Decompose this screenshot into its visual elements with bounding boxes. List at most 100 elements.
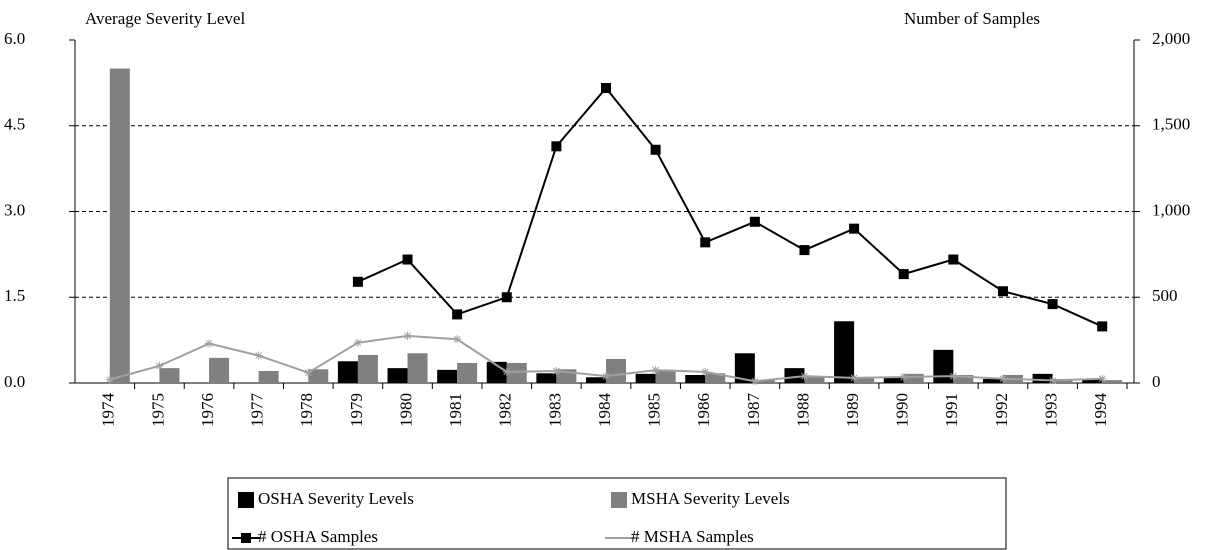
marker bbox=[205, 339, 214, 348]
legend-swatch bbox=[611, 492, 627, 508]
marker bbox=[403, 331, 412, 340]
legend-marker bbox=[241, 533, 251, 543]
marker bbox=[750, 377, 759, 386]
bar bbox=[606, 358, 626, 383]
marker bbox=[850, 373, 859, 382]
x-tick-label: 1991 bbox=[942, 393, 961, 427]
legend-label: OSHA Severity Levels bbox=[258, 489, 414, 508]
marker bbox=[700, 237, 711, 248]
bar bbox=[506, 362, 527, 383]
bar bbox=[159, 368, 180, 383]
bar bbox=[685, 374, 706, 383]
bar bbox=[734, 353, 755, 383]
marker bbox=[352, 276, 363, 287]
x-tick-label: 1989 bbox=[843, 393, 862, 427]
marker bbox=[749, 216, 760, 227]
bar bbox=[1082, 378, 1103, 383]
y2-tick-label: 2,000 bbox=[1152, 29, 1190, 48]
x-tick-label: 1990 bbox=[893, 393, 912, 427]
marker bbox=[650, 144, 661, 155]
bar bbox=[903, 373, 924, 383]
x-tick-label: 1977 bbox=[248, 393, 267, 428]
bar bbox=[635, 373, 656, 383]
x-tick-label: 1992 bbox=[992, 393, 1011, 427]
bar bbox=[457, 362, 478, 383]
marker bbox=[651, 366, 660, 375]
y2-tick-label: 1,500 bbox=[1152, 115, 1190, 134]
legend-label: # OSHA Samples bbox=[258, 527, 378, 546]
legend-label: MSHA Severity Levels bbox=[631, 489, 790, 508]
marker bbox=[551, 141, 562, 152]
x-tick-label: 1981 bbox=[446, 393, 465, 427]
marker bbox=[1098, 374, 1107, 383]
bar bbox=[1102, 380, 1123, 383]
bar bbox=[804, 377, 825, 383]
marker bbox=[1047, 299, 1058, 310]
marker bbox=[552, 366, 561, 375]
x-tick-label: 1975 bbox=[148, 393, 167, 427]
marker bbox=[997, 286, 1008, 297]
marker bbox=[155, 361, 164, 370]
x-tick-label: 1982 bbox=[496, 393, 515, 427]
bar bbox=[834, 321, 855, 383]
line bbox=[357, 86, 1103, 328]
y-axis-label: Average Severity Level bbox=[85, 9, 245, 28]
y-tick-label: 4.5 bbox=[4, 115, 25, 134]
marker bbox=[998, 374, 1007, 383]
y-tick-label: 3.0 bbox=[4, 200, 25, 219]
marker bbox=[501, 292, 512, 303]
x-tick-label: 1994 bbox=[1091, 393, 1110, 428]
bar bbox=[854, 377, 875, 383]
y-tick-label: 0.0 bbox=[4, 372, 25, 391]
marker bbox=[898, 269, 909, 280]
bar bbox=[209, 357, 230, 383]
x-tick-label: 1980 bbox=[396, 393, 415, 427]
y2-axis-label: Number of Samples bbox=[904, 9, 1040, 28]
bar bbox=[486, 361, 507, 383]
marker bbox=[849, 223, 860, 234]
legend-swatch bbox=[238, 492, 254, 508]
x-tick-label: 1978 bbox=[297, 393, 316, 427]
x-tick-label: 1976 bbox=[198, 393, 217, 427]
x-tick-label: 1985 bbox=[645, 393, 664, 427]
x-tick-label: 1984 bbox=[595, 393, 614, 428]
marker bbox=[304, 368, 313, 377]
marker bbox=[1048, 376, 1057, 385]
bar bbox=[337, 361, 358, 383]
bar bbox=[784, 368, 805, 383]
x-tick-label: 1987 bbox=[744, 393, 763, 428]
bar bbox=[705, 373, 726, 383]
bar bbox=[407, 353, 428, 383]
y2-tick-label: 1,000 bbox=[1152, 200, 1190, 219]
bar bbox=[258, 370, 279, 383]
marker bbox=[948, 254, 959, 265]
y-tick-label: 1.5 bbox=[4, 286, 25, 305]
bar bbox=[437, 369, 458, 383]
y2-tick-label: 500 bbox=[1152, 286, 1178, 305]
bar bbox=[586, 377, 606, 383]
marker bbox=[1097, 321, 1108, 332]
marker bbox=[701, 367, 710, 376]
marker bbox=[353, 338, 362, 347]
y2-tick-label: 0 bbox=[1152, 372, 1161, 391]
marker bbox=[254, 351, 263, 360]
marker bbox=[601, 83, 611, 94]
y-tick-label: 6.0 bbox=[4, 29, 25, 48]
marker bbox=[502, 367, 511, 376]
bar bbox=[357, 354, 378, 383]
marker bbox=[899, 372, 908, 381]
x-tick-label: 1993 bbox=[1041, 393, 1060, 427]
bar bbox=[536, 373, 557, 383]
x-tick-label: 1988 bbox=[793, 393, 812, 427]
bar bbox=[1032, 373, 1053, 383]
marker bbox=[602, 372, 610, 381]
bar bbox=[883, 377, 904, 383]
bar bbox=[754, 380, 775, 383]
marker bbox=[452, 309, 463, 320]
bar bbox=[109, 68, 130, 383]
bar bbox=[308, 369, 329, 383]
marker bbox=[799, 245, 810, 256]
marker bbox=[949, 372, 958, 381]
